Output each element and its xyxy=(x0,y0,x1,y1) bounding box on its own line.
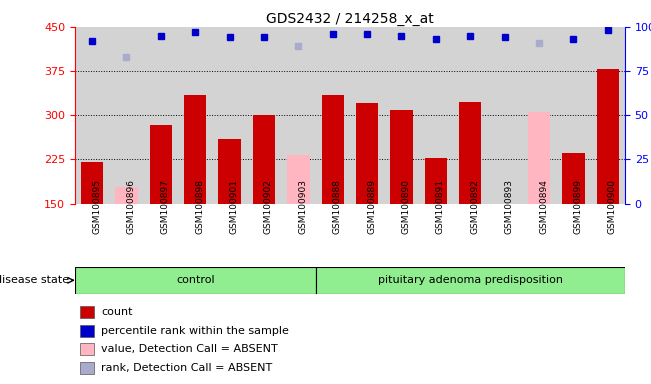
Bar xyxy=(253,115,275,204)
Text: GSM100903: GSM100903 xyxy=(298,179,307,234)
Text: GSM100899: GSM100899 xyxy=(574,179,583,234)
Bar xyxy=(150,125,172,204)
Text: GSM100891: GSM100891 xyxy=(436,179,445,234)
Bar xyxy=(80,325,94,337)
Text: GSM100893: GSM100893 xyxy=(505,179,514,234)
Text: GSM100888: GSM100888 xyxy=(333,179,342,234)
Text: GSM100900: GSM100900 xyxy=(608,179,616,234)
Text: disease state: disease state xyxy=(0,275,70,285)
Text: GSM100897: GSM100897 xyxy=(161,179,170,234)
Bar xyxy=(115,187,137,204)
Bar xyxy=(528,112,550,204)
Text: GSM100895: GSM100895 xyxy=(92,179,101,234)
Bar xyxy=(459,102,482,204)
Bar xyxy=(80,306,94,318)
Text: percentile rank within the sample: percentile rank within the sample xyxy=(102,326,289,336)
Text: GSM100894: GSM100894 xyxy=(539,179,548,234)
Text: GSM100889: GSM100889 xyxy=(367,179,376,234)
Text: GSM100890: GSM100890 xyxy=(402,179,411,234)
Bar xyxy=(562,154,585,204)
Bar xyxy=(184,94,206,204)
Text: GSM100898: GSM100898 xyxy=(195,179,204,234)
Bar xyxy=(322,94,344,204)
Bar xyxy=(287,155,309,204)
Bar xyxy=(424,157,447,204)
Text: count: count xyxy=(102,307,133,317)
Bar xyxy=(356,103,378,204)
Bar xyxy=(80,362,94,374)
Text: value, Detection Call = ABSENT: value, Detection Call = ABSENT xyxy=(102,344,278,354)
Text: GSM100901: GSM100901 xyxy=(230,179,238,234)
Text: GSM100902: GSM100902 xyxy=(264,179,273,234)
Bar xyxy=(316,267,625,294)
Bar xyxy=(80,343,94,355)
Bar xyxy=(75,267,316,294)
Bar xyxy=(391,111,413,204)
Bar xyxy=(81,162,104,204)
Bar xyxy=(596,69,619,204)
Text: GSM100892: GSM100892 xyxy=(470,179,479,234)
Title: GDS2432 / 214258_x_at: GDS2432 / 214258_x_at xyxy=(266,12,434,26)
Text: control: control xyxy=(176,275,215,285)
Bar xyxy=(218,139,241,204)
Text: GSM100896: GSM100896 xyxy=(126,179,135,234)
Text: rank, Detection Call = ABSENT: rank, Detection Call = ABSENT xyxy=(102,363,273,373)
Text: pituitary adenoma predisposition: pituitary adenoma predisposition xyxy=(378,275,562,285)
